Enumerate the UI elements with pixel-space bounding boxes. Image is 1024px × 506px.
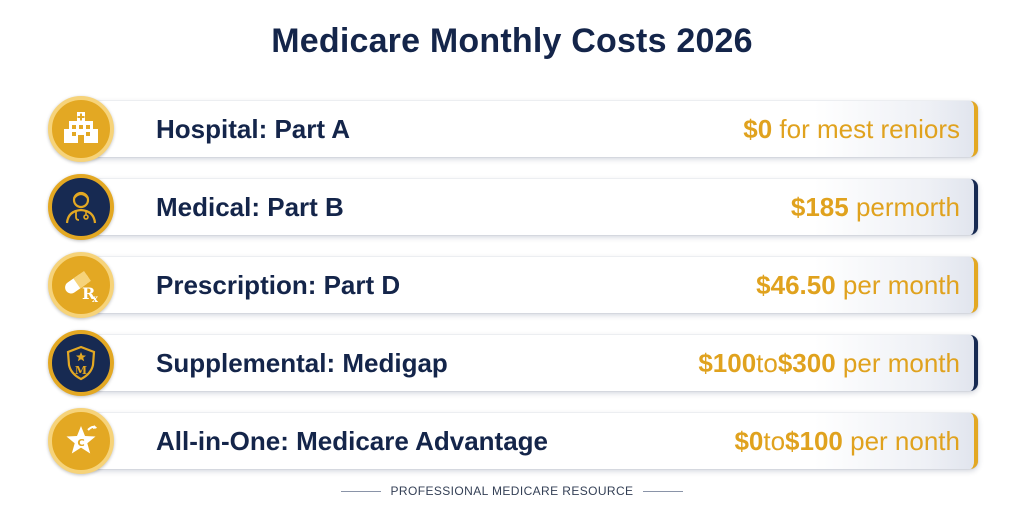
cost-suffix: per month xyxy=(842,348,960,378)
svg-text:R: R xyxy=(82,284,96,303)
cost-row-advantage: C All-in-One: Medicare Advantage $0to$10… xyxy=(48,408,978,474)
footer: PROFESSIONAL MEDICARE RESOURCE xyxy=(0,484,1024,498)
svg-text:C: C xyxy=(77,438,84,449)
cost-amount: $0 xyxy=(734,426,764,456)
shield-m-icon: M xyxy=(48,330,114,396)
cost-suffix: permorth xyxy=(855,192,960,222)
cost-amount: $0 xyxy=(743,114,773,144)
star-c-icon: C xyxy=(48,408,114,474)
doctor-icon xyxy=(48,174,114,240)
row-cost: $46.50 per month xyxy=(756,252,960,318)
row-cost: $100to$300 per month xyxy=(698,330,960,396)
cost-connector: to xyxy=(763,426,786,456)
row-bar xyxy=(88,101,978,157)
footer-divider-right xyxy=(643,491,684,493)
cost-row-part-d: R x Prescription: Part D $46.50 per mont… xyxy=(48,252,978,318)
row-label: Prescription: Part D xyxy=(156,270,401,300)
cost-row-part-b: Medical: Part B $185 permorth xyxy=(48,174,978,240)
cost-amount-2: $300 xyxy=(777,348,836,378)
cost-suffix: per month xyxy=(842,270,960,300)
svg-text:x: x xyxy=(92,294,99,305)
cost-row-medigap: M Supplemental: Medigap $100to$300 per m… xyxy=(48,330,978,396)
row-cost: $185 permorth xyxy=(791,174,960,240)
row-label: Hospital: Part A xyxy=(156,114,351,144)
row-bar xyxy=(88,257,978,313)
footer-text: PROFESSIONAL MEDICARE RESOURCE xyxy=(390,484,634,498)
cost-amount: $100 xyxy=(698,348,757,378)
row-label: Supplemental: Medigap xyxy=(156,348,448,378)
page-title: Medicare Monthly Costs 2026 xyxy=(271,22,753,60)
row-bar xyxy=(88,335,978,391)
pill-rx-icon: R x xyxy=(48,252,114,318)
row-bar xyxy=(88,179,978,235)
row-label: Medical: Part B xyxy=(156,192,344,222)
cost-amount-2: $100 xyxy=(785,426,843,456)
cost-amount: $46.50 xyxy=(756,270,836,300)
row-label: All-in-One: Medicare Advantage xyxy=(156,426,548,456)
hospital-icon xyxy=(48,96,114,162)
row-cost: $0 for mest reniors xyxy=(743,96,960,162)
row-cost: $0to$100 per nonth xyxy=(734,408,960,474)
cost-suffix: for mest reniors xyxy=(779,114,960,144)
cost-amount: $185 xyxy=(790,192,849,222)
cost-connector: to xyxy=(756,348,778,378)
cost-suffix: per nonth xyxy=(850,426,960,456)
cost-row-part-a: Hospital: Part A $0 for mest reniors xyxy=(48,96,978,162)
row-bar xyxy=(88,413,978,469)
footer-divider-left xyxy=(340,491,381,493)
svg-text:M: M xyxy=(75,364,87,377)
